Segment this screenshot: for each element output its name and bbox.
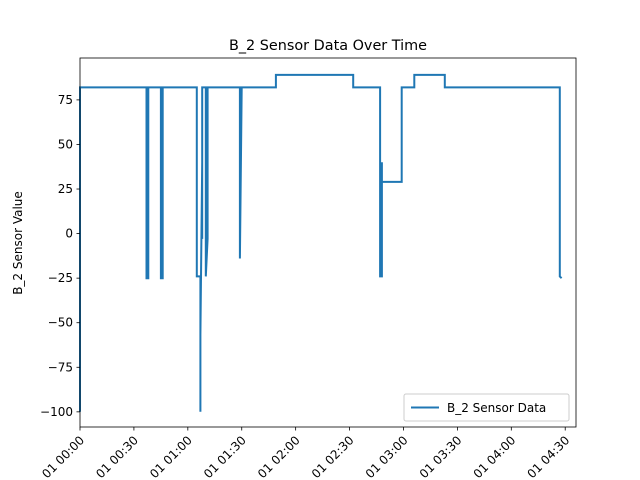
legend-label: B_2 Sensor Data: [447, 401, 546, 415]
y-tick-label: 50: [58, 137, 73, 151]
series-line-b2: [79, 73, 563, 412]
legend-box: [403, 393, 570, 422]
legend: B_2 Sensor Data: [403, 393, 570, 422]
y-tick-label: −25: [48, 271, 73, 285]
y-tick-label: −75: [48, 360, 73, 374]
y-tick-label: 75: [58, 93, 73, 107]
y-axis: −100 −75 −50 −25 0 25 50 75: [40, 93, 80, 419]
plot-area: [79, 57, 577, 428]
y-tick-label: 25: [58, 182, 73, 196]
y-tick-label: −50: [48, 316, 73, 330]
y-tick-label: 0: [65, 227, 73, 241]
y-tick-label: −100: [40, 405, 73, 419]
y-axis-label: B_2 Sensor Value: [11, 191, 25, 295]
chart-title: B_2 Sensor Data Over Time: [229, 38, 427, 54]
axes-frame: [79, 57, 577, 428]
